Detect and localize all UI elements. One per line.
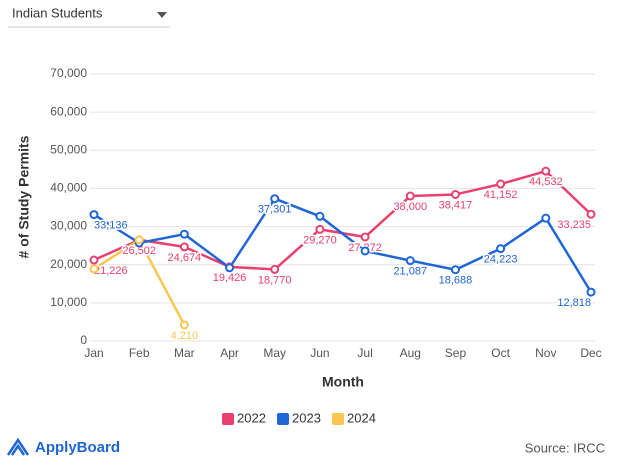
y-tick-label: 20,000 bbox=[50, 257, 87, 271]
data-point bbox=[360, 246, 370, 256]
data-point bbox=[450, 265, 460, 275]
y-axis-title: # of Study Permits bbox=[16, 135, 32, 258]
y-tick-label: 30,000 bbox=[50, 219, 87, 233]
data-point bbox=[496, 179, 506, 189]
data-point bbox=[270, 194, 280, 204]
data-label: 38,000 bbox=[393, 201, 427, 213]
legend-label: 2022 bbox=[237, 410, 266, 425]
legend-swatch bbox=[277, 413, 289, 425]
data-label: 19,426 bbox=[213, 272, 247, 284]
data-point bbox=[315, 224, 325, 234]
data-point bbox=[89, 210, 99, 220]
data-point bbox=[541, 213, 551, 223]
data-label: 21,226 bbox=[94, 265, 128, 277]
y-tick-label: 10,000 bbox=[50, 295, 87, 309]
y-tick-label: 40,000 bbox=[50, 181, 87, 195]
x-tick-label: Jun bbox=[310, 346, 329, 360]
x-tick-label: Feb bbox=[129, 346, 150, 360]
data-point bbox=[450, 189, 460, 199]
x-tick-label: Oct bbox=[491, 346, 510, 360]
legend-label: 2024 bbox=[347, 410, 376, 425]
x-tick-label: Aug bbox=[400, 346, 421, 360]
y-tick-label: 60,000 bbox=[50, 104, 87, 118]
data-label: 21,087 bbox=[393, 265, 427, 277]
x-tick-label: Jul bbox=[357, 346, 372, 360]
data-label: 38,417 bbox=[439, 199, 473, 211]
data-label: 18,770 bbox=[258, 274, 292, 286]
data-point bbox=[225, 263, 235, 273]
series-line bbox=[93, 197, 593, 293]
data-point bbox=[89, 255, 99, 265]
source: Source: IRCC bbox=[525, 440, 605, 455]
data-point bbox=[270, 264, 280, 274]
data-point bbox=[586, 287, 596, 297]
data-point bbox=[134, 235, 144, 245]
data-label: 24,223 bbox=[484, 254, 518, 266]
x-tick-label: Jan bbox=[84, 346, 103, 360]
x-tick-label: Apr bbox=[220, 346, 239, 360]
data-point bbox=[541, 166, 551, 176]
data-label: 18,688 bbox=[439, 275, 473, 287]
data-point bbox=[179, 320, 189, 330]
data-point bbox=[360, 232, 370, 242]
data-label: 24,674 bbox=[168, 252, 202, 264]
x-tick-label: Dec bbox=[580, 346, 601, 360]
logo-icon bbox=[6, 437, 30, 456]
data-label: 41,152 bbox=[484, 189, 518, 201]
x-tick-label: May bbox=[263, 346, 286, 360]
data-point bbox=[179, 229, 189, 239]
data-point bbox=[315, 211, 325, 221]
data-label: 26,502 bbox=[122, 245, 156, 257]
x-tick-label: Mar bbox=[174, 346, 195, 360]
data-point bbox=[496, 244, 506, 254]
data-label: 12,818 bbox=[557, 297, 591, 309]
data-point bbox=[586, 209, 596, 219]
brand-logo bbox=[6, 437, 30, 456]
data-label: 44,532 bbox=[529, 176, 563, 188]
legend-swatch bbox=[222, 413, 234, 425]
data-label: 4,210 bbox=[171, 330, 199, 342]
dropdown-label[interactable]: Indian Students bbox=[12, 5, 103, 20]
y-tick-label: 70,000 bbox=[50, 66, 87, 80]
x-tick-label: Nov bbox=[535, 346, 556, 360]
x-axis-title: Month bbox=[322, 374, 364, 390]
data-point bbox=[405, 256, 415, 266]
data-point bbox=[179, 242, 189, 252]
data-label: 37,301 bbox=[258, 204, 292, 216]
dropdown-caret[interactable] bbox=[157, 12, 167, 18]
legend-swatch bbox=[332, 413, 344, 425]
data-point bbox=[405, 191, 415, 201]
data-label: 33,235 bbox=[557, 219, 591, 231]
data-label: 29,270 bbox=[303, 234, 337, 246]
y-tick-label: 50,000 bbox=[50, 142, 87, 156]
data-label: 33,136 bbox=[94, 220, 128, 232]
data-point bbox=[89, 264, 99, 274]
y-tick-label: 0 bbox=[80, 333, 87, 347]
legend-label: 2023 bbox=[292, 410, 321, 425]
brand-name: ApplyBoard bbox=[35, 439, 120, 456]
x-tick-label: Sep bbox=[445, 346, 467, 360]
